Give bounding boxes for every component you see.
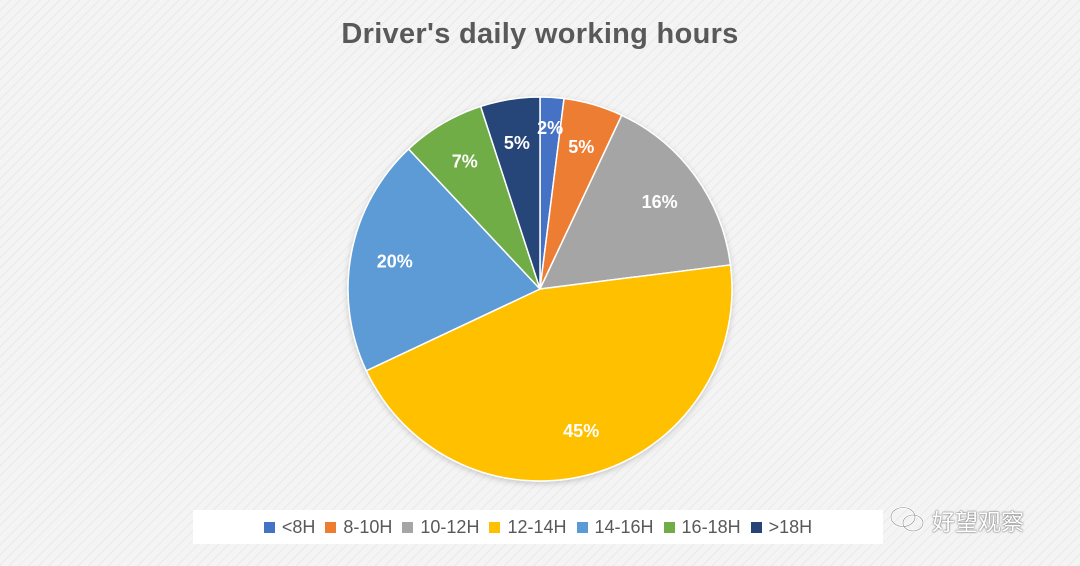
watermark-text: 好望观察 [932,510,1024,536]
pie-slices [347,96,733,482]
legend-swatch [402,521,414,533]
watermark: 好望观察 [888,500,1058,540]
legend-label: 8-10H [343,516,393,537]
slice-label-1012h: 16% [642,192,678,212]
pie-labels: 2%5%16%45%20%7%5% [377,118,678,441]
legend-label: >18H [768,516,813,537]
legend-item: >18H [750,516,813,538]
pie-slice-1012h [538,114,732,290]
legend-label: 14-16H [594,516,654,537]
legend-label: 16-18H [681,516,741,537]
slice-label-18h: 5% [504,133,530,153]
slice-label-1618h: 7% [452,152,478,172]
slice-label-1214h: 45% [563,421,599,441]
legend-swatch [325,521,337,533]
legend-label: 12-14H [507,516,567,537]
pie-slice-18h [479,96,541,290]
legend-swatch [663,521,675,533]
wechat-icon [889,506,925,533]
legend-swatch [576,521,588,533]
legend-item: 8-10H [325,517,392,538]
legend-swatch [489,521,501,533]
legend-item: <8H [263,516,316,538]
legend-swatch [263,521,275,533]
legend: <8H 8-10H 10-12H 12-14H 14-16H 16-18H >18H [193,510,883,544]
pie-slice-1416h [347,147,542,372]
chart-title: Driver's daily working hours [341,18,739,50]
legend-item: 16-18H [663,516,741,538]
legend-swatch [750,521,762,533]
legend-label: 10-12H [420,516,480,537]
legend-label: <8H [281,516,316,537]
legend-item: 10-12H [402,517,479,538]
pie-slice-1214h [365,264,733,482]
slice-label-8h: 2% [537,118,563,138]
slice-label-810h: 5% [568,137,594,157]
legend-item: 14-16H [576,516,654,538]
slice-label-1416h: 20% [377,251,413,271]
legend-item: 12-14H [489,516,567,538]
